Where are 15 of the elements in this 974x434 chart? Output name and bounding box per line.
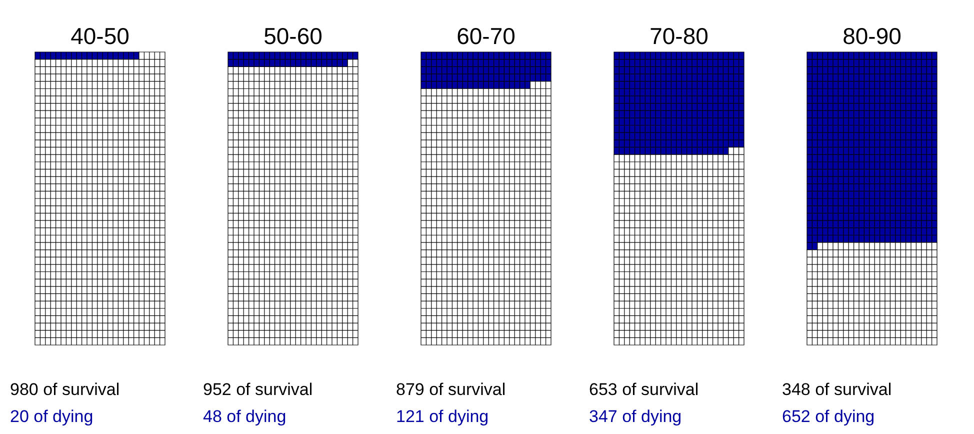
data-label: 652 of dying — [782, 407, 875, 426]
data-label: 879 of survival — [396, 380, 506, 399]
data-label: 20 of dying — [10, 407, 94, 426]
data-label: 653 of survival — [589, 380, 699, 399]
data-label: 48 of dying — [203, 407, 286, 426]
data-label: 980 of survival — [10, 380, 120, 399]
data-label: 347 of dying — [589, 407, 682, 426]
category-label: 40-50 — [70, 23, 130, 49]
category-label: 80-90 — [842, 23, 902, 49]
category-label: 70-80 — [650, 23, 708, 49]
data-label: 348 of survival — [782, 380, 892, 399]
category-label: 60-70 — [456, 23, 516, 49]
category-label: 50-60 — [264, 23, 322, 49]
data-label: 121 of dying — [396, 407, 489, 426]
data-label: 952 of survival — [203, 380, 313, 399]
